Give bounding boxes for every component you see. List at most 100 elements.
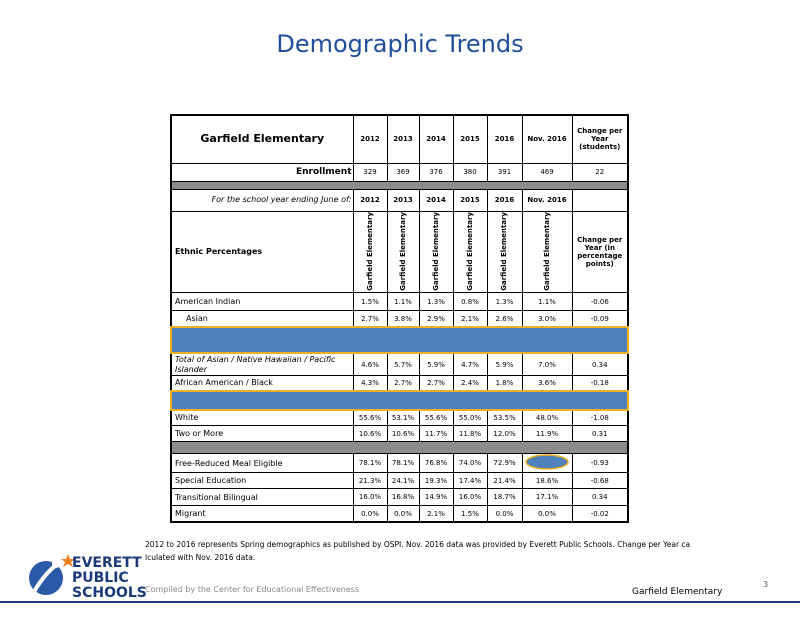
value: 1.1% bbox=[521, 292, 573, 312]
value: 53.5% bbox=[486, 409, 523, 427]
value: 0.8% bbox=[452, 292, 488, 312]
row-label: White bbox=[170, 409, 354, 427]
highlight-row bbox=[170, 389, 629, 411]
header-row: Garfield Elementary 2012 2013 2014 2015 2016 N… bbox=[170, 114, 629, 164]
value: 74.0% bbox=[452, 453, 488, 474]
enrollment-value: 369 bbox=[386, 162, 420, 182]
footnote-line: lculated with Nov. 2016 data. bbox=[145, 553, 256, 562]
logo-icon bbox=[29, 554, 75, 595]
enrollment-label: Enrollment bbox=[170, 162, 354, 182]
value: 2.7% bbox=[352, 310, 388, 328]
data-row: African American / Black 4.3% 2.7% 2.7% 2.4%… bbox=[170, 375, 629, 392]
value: 78.1% bbox=[352, 453, 388, 474]
data-row: American Indian 1.5% 1.1% 1.3% 0.8% 1.3% 1.1% -… bbox=[170, 292, 629, 312]
column-label: Garfield Elementary bbox=[365, 211, 374, 291]
enrollment-value: 391 bbox=[486, 162, 523, 182]
year-header: 2012 bbox=[352, 188, 388, 212]
credit: Compiled by the Center for Educational E… bbox=[145, 585, 360, 594]
year-header: 2013 bbox=[386, 188, 420, 212]
change-value: -1.08 bbox=[571, 409, 629, 427]
value: 2.1% bbox=[418, 505, 454, 523]
value: 11.7% bbox=[418, 425, 454, 443]
value bbox=[521, 453, 573, 474]
separator-row bbox=[170, 180, 629, 190]
change-value: -0.02 bbox=[571, 505, 629, 523]
change-value: -0.18 bbox=[571, 375, 629, 392]
year-row-label: For the school year ending June of: bbox=[170, 188, 354, 212]
slide-title: Demographic Trends bbox=[276, 30, 524, 58]
value: 10.6% bbox=[386, 425, 420, 443]
value: 12.0% bbox=[486, 425, 523, 443]
value: 5.9% bbox=[486, 352, 523, 377]
highlight-bar bbox=[170, 389, 629, 411]
year-header: 2014 bbox=[418, 188, 454, 212]
row-label: Total of Asian / Native Hawaiian / Pacif… bbox=[170, 352, 354, 377]
value: 2.1% bbox=[452, 310, 488, 328]
change-value: 0.34 bbox=[571, 352, 629, 377]
value: 17.4% bbox=[452, 472, 488, 490]
enrollment-value: 469 bbox=[521, 162, 573, 182]
highlight-bar bbox=[170, 325, 629, 354]
year-header: Nov. 2016 bbox=[521, 114, 573, 164]
value: 2.7% bbox=[386, 375, 420, 392]
column-label-cell: Garfield Elementary bbox=[521, 210, 573, 294]
data-row: Two or More 10.6% 10.6% 11.7% 11.8% 12.0% 11.9… bbox=[170, 425, 629, 443]
value: 16.8% bbox=[386, 488, 420, 507]
year-row: For the school year ending June of: 2012 2… bbox=[170, 188, 629, 212]
column-label: Garfield Elementary bbox=[542, 211, 551, 291]
value: 55.0% bbox=[452, 409, 488, 427]
separator-row bbox=[170, 441, 629, 455]
column-label-cell: Garfield Elementary bbox=[452, 210, 488, 294]
change-header: Change per Year (students) bbox=[571, 114, 629, 164]
value: 1.3% bbox=[486, 292, 523, 312]
footnote-line: 2012 to 2016 represents Spring demograph… bbox=[145, 540, 691, 549]
value: 11.9% bbox=[521, 425, 573, 443]
empty-cell bbox=[571, 188, 629, 212]
year-header: Nov. 2016 bbox=[521, 188, 573, 212]
value: 4.7% bbox=[452, 352, 488, 377]
enrollment-change: 22 bbox=[571, 162, 629, 182]
data-row: Asian 2.7% 3.8% 2.9% 2.1% 2.6% 3.0% -0.09 bbox=[170, 310, 629, 328]
value: 55.6% bbox=[418, 409, 454, 427]
value: 0.0% bbox=[352, 505, 388, 523]
value: 4.3% bbox=[352, 375, 388, 392]
enrollment-value: 329 bbox=[352, 162, 388, 182]
row-label: Transitional Bilingual bbox=[170, 488, 354, 507]
value: 0.0% bbox=[386, 505, 420, 523]
change-value: -0.06 bbox=[571, 292, 629, 312]
value: 18.6% bbox=[521, 472, 573, 490]
value: 17.1% bbox=[521, 488, 573, 507]
value: 2.7% bbox=[418, 375, 454, 392]
column-label: Garfield Elementary bbox=[500, 211, 509, 291]
value: 1.5% bbox=[352, 292, 388, 312]
value: 53.1% bbox=[386, 409, 420, 427]
change-header: Change per Year (in percentage points) bbox=[571, 210, 629, 294]
column-label: Garfield Elementary bbox=[398, 211, 407, 291]
highlight-row bbox=[170, 325, 629, 354]
logo-line: EVERETT bbox=[72, 555, 142, 571]
value: 3.0% bbox=[521, 310, 573, 328]
column-label-cell: Garfield Elementary bbox=[352, 210, 388, 294]
logo-star bbox=[61, 554, 75, 567]
year-header: 2015 bbox=[452, 188, 488, 212]
value: 1.1% bbox=[386, 292, 420, 312]
logo-text: EVERETT PUBLIC SCHOOLS bbox=[72, 556, 147, 601]
value: 21.4% bbox=[486, 472, 523, 490]
value: 19.3% bbox=[418, 472, 454, 490]
value: 5.9% bbox=[418, 352, 454, 377]
column-label-cell: Garfield Elementary bbox=[486, 210, 523, 294]
value: 55.6% bbox=[352, 409, 388, 427]
enrollment-value: 380 bbox=[452, 162, 488, 182]
value: 72.9% bbox=[486, 453, 523, 474]
value: 10.6% bbox=[352, 425, 388, 443]
demographics-table: Garfield Elementary 2012 2013 2014 2015 2016 N… bbox=[170, 114, 629, 523]
value: 2.9% bbox=[418, 310, 454, 328]
logo-line: SCHOOLS bbox=[72, 585, 147, 601]
value: 7.0% bbox=[521, 352, 573, 377]
value: 4.6% bbox=[352, 352, 388, 377]
value: 48.0% bbox=[521, 409, 573, 427]
value: 1.3% bbox=[418, 292, 454, 312]
data-row: Free-Reduced Meal Eligible 78.1% 78.1% 76.8… bbox=[170, 453, 629, 474]
logo-line: PUBLIC bbox=[72, 570, 129, 586]
